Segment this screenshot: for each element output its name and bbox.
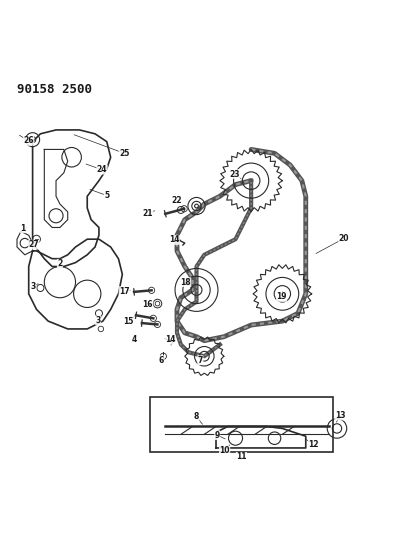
Text: 16: 16	[143, 300, 153, 309]
Text: 15: 15	[123, 317, 133, 326]
Text: 13: 13	[335, 411, 345, 420]
Text: 25: 25	[119, 149, 130, 158]
Text: 2: 2	[57, 259, 62, 268]
Text: 5: 5	[104, 191, 109, 200]
Text: 9: 9	[215, 431, 220, 440]
Text: 24: 24	[97, 165, 107, 174]
Text: 14: 14	[165, 335, 175, 344]
Text: 21: 21	[143, 208, 153, 217]
Text: 3: 3	[31, 282, 36, 292]
Text: 1: 1	[20, 224, 26, 233]
Text: 22: 22	[171, 197, 182, 205]
Text: 12: 12	[309, 440, 319, 449]
Text: 23: 23	[230, 169, 240, 179]
Text: 17: 17	[119, 287, 130, 296]
Text: 8: 8	[194, 412, 199, 421]
Text: 18: 18	[180, 278, 191, 287]
Text: 14: 14	[169, 236, 180, 245]
Text: 27: 27	[28, 240, 39, 249]
Text: 6: 6	[159, 356, 164, 365]
Text: 3: 3	[95, 316, 101, 325]
Text: 4: 4	[131, 335, 137, 344]
Text: 26: 26	[24, 136, 34, 146]
Text: 10: 10	[219, 446, 230, 455]
Text: 7: 7	[198, 356, 203, 365]
Text: 11: 11	[236, 453, 247, 462]
Text: 90158 2500: 90158 2500	[17, 83, 92, 96]
Text: 20: 20	[339, 234, 349, 243]
Text: 19: 19	[276, 293, 287, 302]
